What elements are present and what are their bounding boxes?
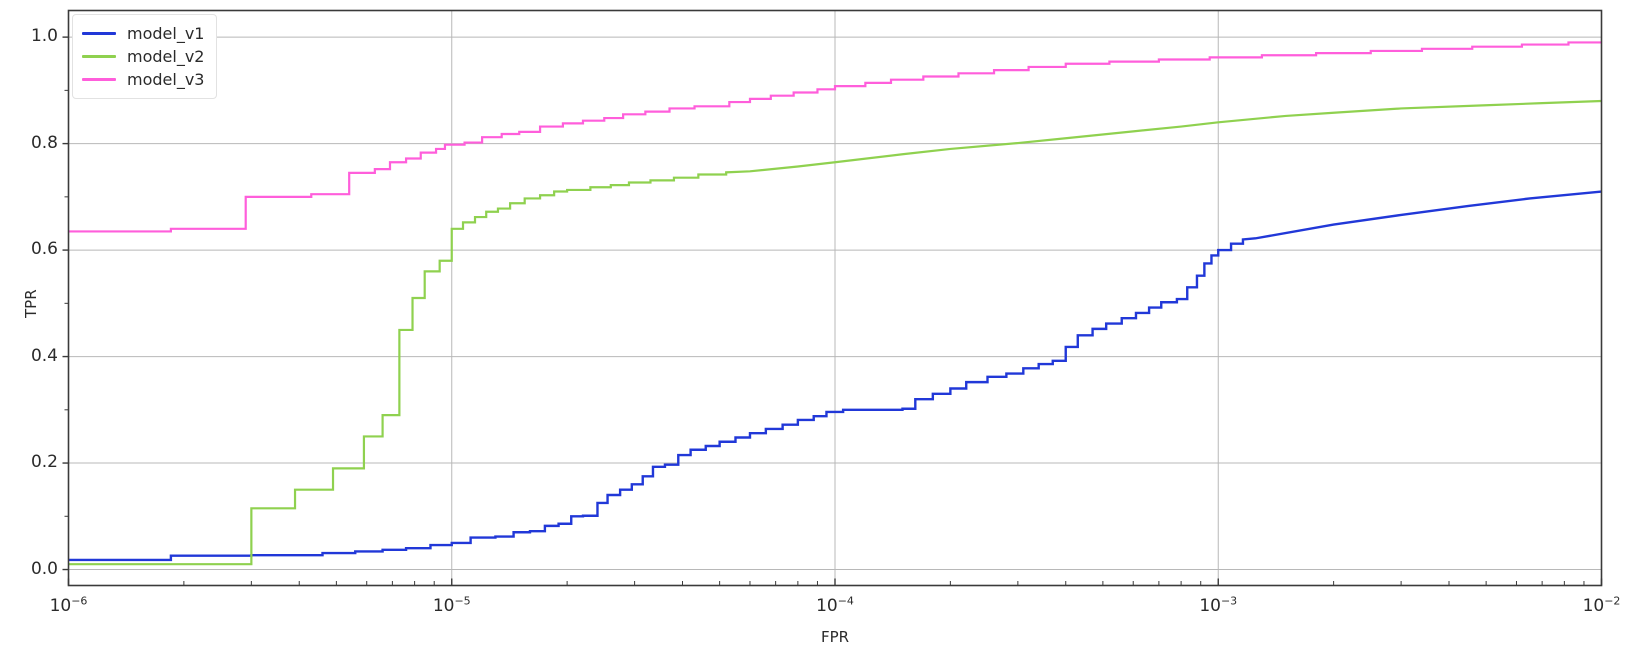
data-curves (68, 41, 1602, 566)
plot-frame (67, 9, 1603, 587)
y-tick-label: 0.2 (30, 452, 58, 473)
y-tick-label: 0.8 (30, 132, 58, 153)
legend-label: model_v3 (127, 70, 205, 89)
series-model_v1 (68, 190, 1602, 562)
x-tick-label: 10−6 (49, 593, 88, 616)
legend-swatch-icon (82, 78, 116, 81)
y-axis-title: TPR (22, 289, 40, 318)
x-tick-label: 10−2 (1582, 593, 1621, 616)
series-model_v3 (68, 41, 1602, 233)
legend-item-model_v3[interactable]: model_v3 (82, 68, 204, 91)
x-tick-label: 10−4 (816, 593, 854, 616)
legend-item-model_v1[interactable]: model_v1 (82, 22, 204, 45)
legend[interactable]: model_v1 model_v2 model_v3 (72, 14, 218, 99)
x-axis-title: FPR (820, 627, 850, 646)
y-tick-label: 0.6 (30, 239, 58, 260)
gridlines (68, 10, 1602, 586)
legend-swatch-icon (82, 32, 116, 35)
legend-item-model_v2[interactable]: model_v2 (82, 45, 204, 68)
y-tick-label: 0.4 (30, 345, 58, 366)
legend-label: model_v1 (127, 24, 205, 43)
y-tick-label: 0.0 (30, 558, 58, 579)
legend-label: model_v2 (127, 47, 205, 66)
y-tick-label: 1.0 (30, 26, 58, 47)
legend-swatch-icon (82, 55, 116, 58)
tick-marks (62, 36, 1603, 586)
x-tick-label: 10−3 (1199, 593, 1238, 616)
x-tick-label: 10−5 (432, 593, 471, 616)
series-model_v2 (68, 99, 1602, 566)
